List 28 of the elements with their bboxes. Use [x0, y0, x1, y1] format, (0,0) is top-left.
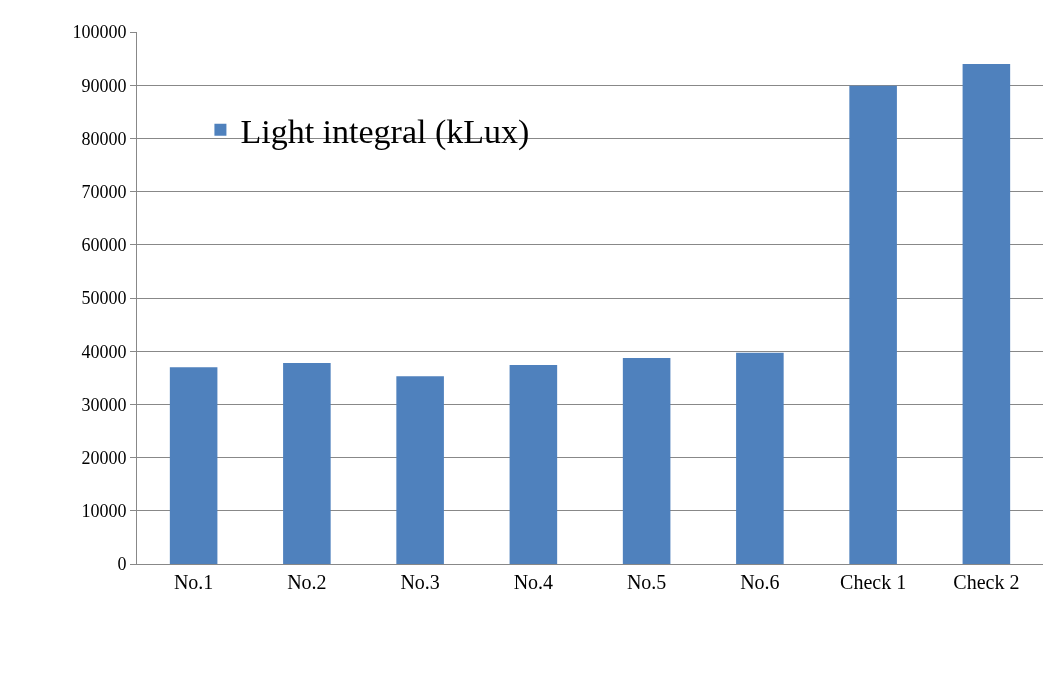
- legend-label: Light integral (kLux): [240, 113, 530, 152]
- y-tick-label: 60000: [81, 235, 127, 256]
- y-tick-label: 90000: [81, 75, 127, 96]
- x-tick-label: Check 2: [953, 571, 1020, 593]
- bar: [962, 63, 1011, 564]
- y-tick-label: 10000: [81, 501, 127, 522]
- y-tick-label: 80000: [81, 128, 127, 149]
- bar: [849, 85, 897, 564]
- y-tick-label: 70000: [81, 181, 127, 202]
- y-tick-label: 0: [117, 554, 127, 575]
- x-tick-label: No.2: [287, 571, 327, 593]
- x-tick-label: No.1: [173, 571, 214, 593]
- x-tick-label: No.3: [400, 571, 440, 593]
- bar: [622, 358, 671, 564]
- x-tick-label: No.5: [626, 571, 667, 593]
- x-tick-label: Check 1: [840, 571, 907, 593]
- bar: [736, 352, 784, 564]
- y-tick-label: 50000: [81, 288, 127, 309]
- x-tick-label: No.4: [513, 571, 554, 593]
- bar: [169, 367, 218, 564]
- bar: [509, 365, 558, 564]
- y-tick-label: 100000: [72, 22, 127, 43]
- x-tick-label: No.6: [740, 571, 780, 593]
- bar: [283, 362, 331, 564]
- y-tick-label: 20000: [81, 447, 127, 468]
- bar: [396, 376, 444, 564]
- y-tick-label: 40000: [81, 341, 127, 362]
- y-tick-label: 30000: [81, 394, 127, 415]
